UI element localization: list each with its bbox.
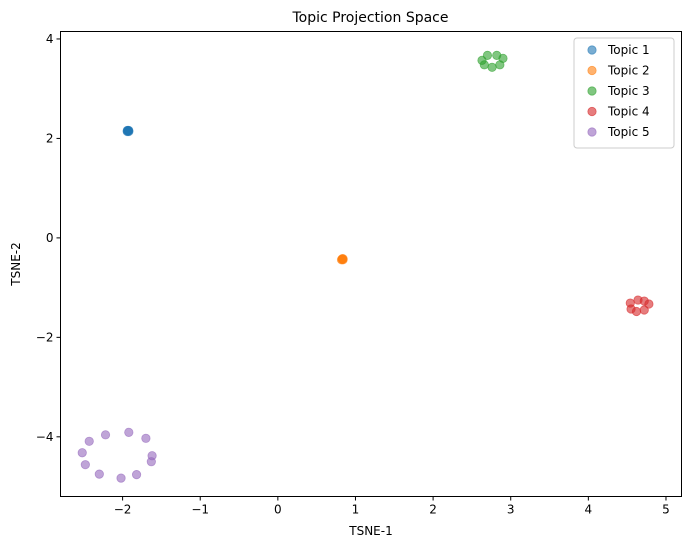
y-tick-label: −2 (36, 330, 54, 344)
series-topic-4 (625, 295, 654, 317)
plot-frame (60, 31, 682, 497)
series-topic-3 (477, 50, 508, 72)
y-tick-label: −4 (36, 430, 54, 444)
data-point (131, 470, 142, 480)
x-tick-label: −1 (191, 503, 209, 517)
legend-label: Topic 5 (607, 125, 650, 139)
data-point (80, 460, 90, 470)
data-point (84, 436, 94, 446)
series-topic-1 (122, 125, 134, 137)
legend-marker (587, 127, 597, 137)
data-point (77, 448, 87, 458)
legend-marker (587, 86, 597, 96)
data-point (338, 255, 348, 265)
legend-box (573, 37, 675, 149)
x-tick-label: −2 (114, 503, 132, 517)
legend-label: Topic 3 (607, 84, 650, 98)
legend-marker (587, 106, 597, 117)
y-axis-label: TSNE-2 (9, 242, 23, 286)
series-topic-2 (336, 254, 348, 265)
data-point (644, 299, 654, 309)
data-point (116, 473, 126, 483)
data-point (100, 430, 111, 440)
data-point (487, 62, 497, 72)
legend: Topic 1 Topic 2 Topic 3 Topic 4 Topic 5 (573, 37, 675, 149)
series-topic-5 (77, 427, 157, 483)
data-point (122, 125, 132, 136)
x-tick-label: 0 (274, 503, 282, 517)
x-axis-label: TSNE-1 (348, 524, 392, 538)
axis-layer: −2 −1 0 1 2 3 4 5 −4 −2 0 2 4 (36, 32, 670, 517)
data-point (124, 427, 134, 437)
y-tick-label: 2 (46, 131, 54, 145)
legend-label: Topic 2 (607, 64, 650, 78)
x-tick-label: 2 (429, 503, 437, 517)
data-point (625, 298, 635, 308)
data-point (639, 305, 649, 315)
data-point (495, 60, 505, 70)
x-tick-label: 1 (352, 503, 360, 517)
legend-label: Topic 1 (607, 43, 650, 57)
data-point (477, 55, 487, 65)
data-point (94, 469, 104, 479)
x-tick-label: 4 (585, 503, 593, 517)
legend-marker (587, 45, 597, 55)
x-tick-label: 5 (662, 503, 670, 517)
data-point (146, 457, 156, 467)
y-tick-label: 4 (46, 32, 54, 46)
legend-marker (587, 65, 597, 76)
data-point (141, 433, 151, 443)
points-layer (77, 50, 654, 483)
chart-title: Topic Projection Space (291, 10, 448, 26)
legend-label: Topic 4 (607, 105, 650, 119)
x-tick-label: 3 (507, 503, 515, 517)
y-tick-label: 0 (46, 231, 54, 245)
